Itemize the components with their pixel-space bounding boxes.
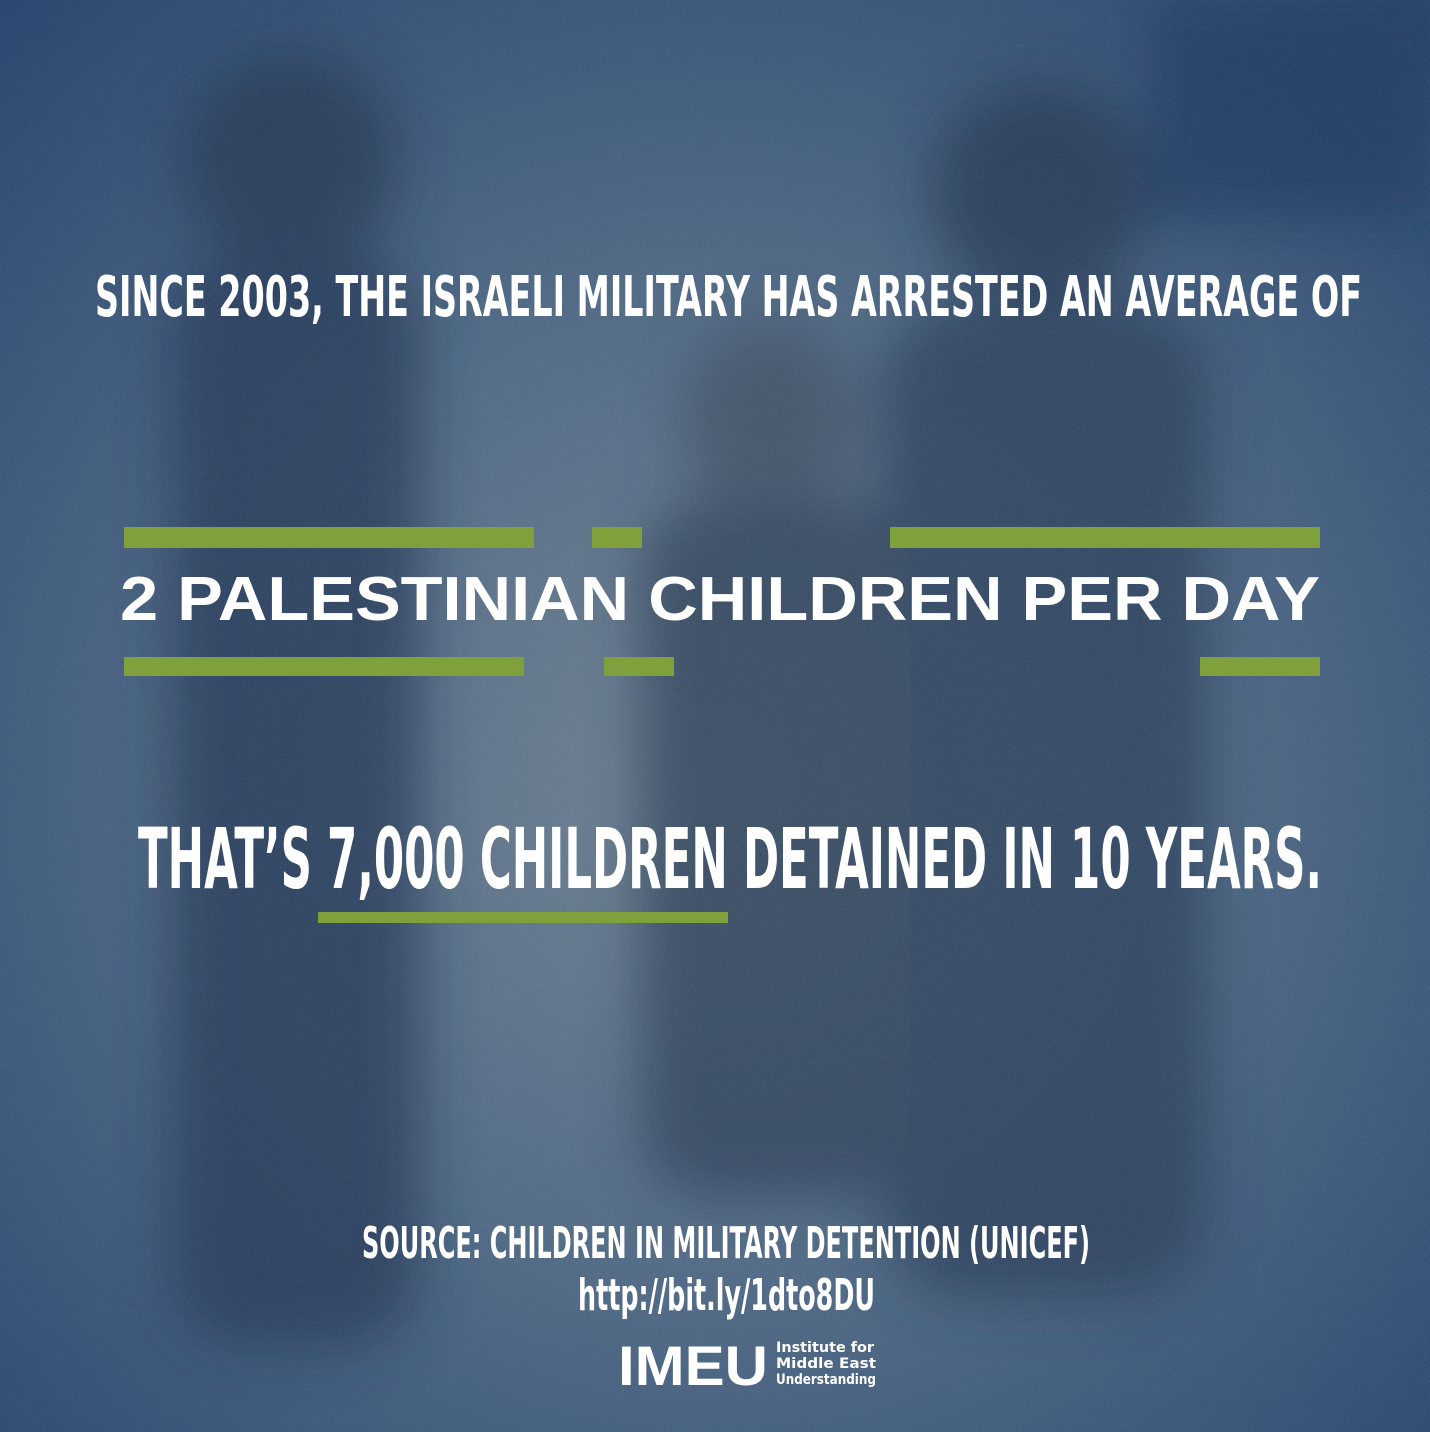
statement: THAT’S 7,000 CHILDREN DETAINED IN 10 YEA… bbox=[138, 810, 1322, 908]
bar bbox=[124, 657, 524, 676]
logo-tagline: Middle East bbox=[776, 1356, 876, 1372]
logo-tagline: Understanding bbox=[776, 1372, 876, 1388]
bar bbox=[604, 657, 674, 676]
highlight-bars bbox=[124, 527, 1320, 676]
bar bbox=[1200, 657, 1320, 676]
source-citation: SOURCE: CHILDREN IN MILITARY DETENTION (… bbox=[362, 1218, 1090, 1269]
bar bbox=[124, 527, 534, 548]
bar bbox=[890, 527, 1320, 548]
logo-tagline: Institute for bbox=[776, 1340, 874, 1356]
highlight: 2 PALESTINIAN CHILDREN PER DAY bbox=[120, 565, 1320, 634]
underline bbox=[318, 912, 728, 923]
headline: SINCE 2003, THE ISRAELI MILITARY HAS ARR… bbox=[95, 265, 1362, 330]
logo-name: IMEU bbox=[618, 1334, 768, 1397]
bar bbox=[592, 527, 642, 548]
source-url: http://bit.ly/1dto8DU bbox=[578, 1270, 875, 1321]
